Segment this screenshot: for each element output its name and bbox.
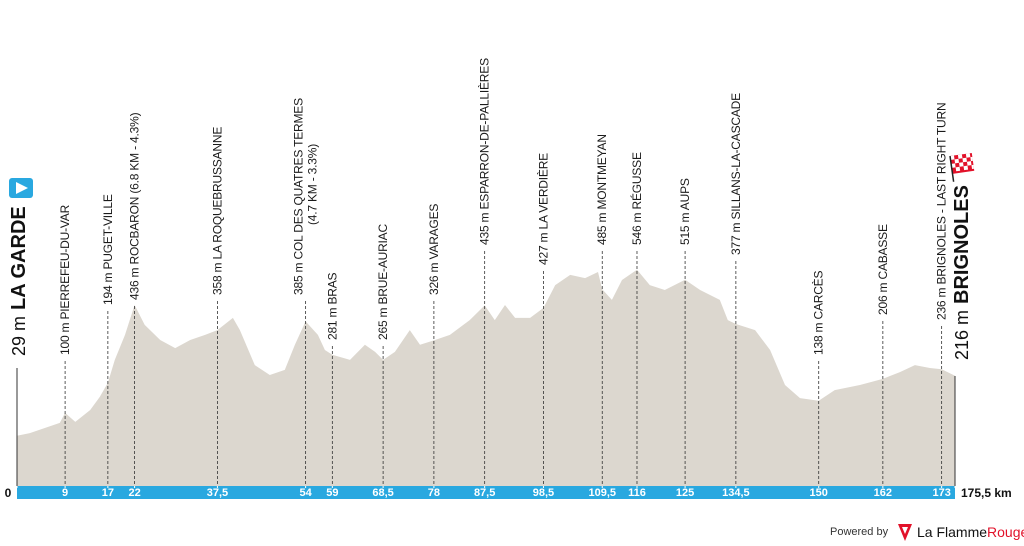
- x-tick-label: 59: [326, 487, 338, 499]
- start-label: 29 m LA GARDE: [8, 206, 30, 356]
- waypoint-label: (4.7 KM - 3.3%): [306, 144, 320, 225]
- waypoint-label: 427 m LA VERDIÈRE: [535, 153, 550, 265]
- x-tick-label: 98,5: [533, 487, 554, 499]
- x-tick-label: 22: [128, 487, 140, 499]
- x-tick-label: 109,5: [588, 487, 616, 499]
- x-tick-label: 150: [810, 487, 828, 499]
- waypoint-label: 326 m VARAGES: [427, 204, 441, 295]
- waypoint-label: 100 m PIERREFEU-DU-VAR: [58, 204, 72, 355]
- x-tick-label: 0: [5, 486, 12, 500]
- x-tick-label: 9: [62, 487, 68, 499]
- x-tick-label: 17: [102, 487, 114, 499]
- waypoint-label: 436 m ROCBARON (6.8 KM - 4.3%): [128, 112, 142, 300]
- x-tick-label: 134,5: [722, 487, 750, 499]
- x-tick-label: 162: [874, 487, 892, 499]
- x-tick-label: 125: [676, 487, 694, 499]
- waypoint-label: 385 m COL DES QUATRES TERMES: [292, 98, 306, 295]
- brand: La FlammeRouge: [917, 524, 1024, 540]
- waypoint-label: 194 m PUGET-VILLE: [101, 194, 115, 305]
- waypoint-label: 236 m BRIGNOLES - LAST RIGHT TURN: [935, 103, 949, 320]
- x-tick-label: 173: [932, 487, 950, 499]
- waypoint-label: 377 m SILLANS-LA-CASCADE: [729, 93, 743, 255]
- waypoint-label: 281 m BRAS: [325, 272, 339, 340]
- waypoint-label: 485 m MONTMEYAN: [595, 134, 609, 245]
- waypoint-label: 358 m LA ROQUEBRUSSANNE: [210, 127, 224, 295]
- brand-logo: [898, 524, 912, 541]
- start-icon: [9, 178, 33, 198]
- profile-layer: 100 m PIERREFEU-DU-VAR 194 m PUGET-VILLE 4…: [5, 58, 1012, 500]
- powered-by: Powered by: [830, 526, 889, 538]
- start-altitude: 29 m: [9, 316, 29, 356]
- finish-name: BRIGNOLES: [951, 185, 973, 304]
- finish-label: 216 m BRIGNOLES: [951, 185, 973, 360]
- waypoint-label: 138 m CARCÈS: [811, 271, 826, 355]
- waypoint-label: 206 m CABASSE: [876, 224, 890, 315]
- x-tick-label: 175,5 km: [961, 486, 1012, 500]
- waypoint-label: 515 m AUPS: [678, 178, 692, 245]
- brand-accent: Rouge: [987, 524, 1024, 540]
- x-tick-label: 68,5: [372, 487, 393, 499]
- finish-flag: [949, 152, 975, 182]
- x-tick-label: 87,5: [474, 487, 495, 499]
- x-tick-label: 37,5: [207, 487, 228, 499]
- distance-bar: [17, 486, 955, 499]
- x-tick-label: 54: [299, 487, 312, 499]
- start-name: LA GARDE: [8, 206, 30, 310]
- waypoint-label: 265 m BRUE-AURIAC: [376, 224, 390, 340]
- x-tick-label: 116: [628, 487, 646, 499]
- finish-altitude: 216 m: [952, 310, 972, 360]
- elevation-area: [17, 269, 955, 486]
- waypoint-label: 546 m RÉGUSSE: [629, 152, 644, 245]
- waypoint-label: 435 m ESPARRON-DE-PALLIÈRES: [477, 58, 492, 245]
- x-tick-label: 78: [428, 487, 440, 499]
- brand-name: La Flamme: [917, 524, 987, 540]
